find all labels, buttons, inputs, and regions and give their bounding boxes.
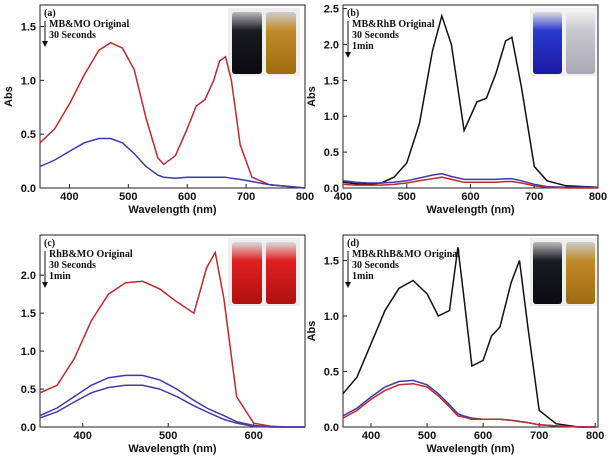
x-tick-label: 800 [586,430,604,442]
spectrum-line [342,379,596,428]
inset-photo-d [530,238,598,306]
x-tick-label: 600 [178,191,196,203]
y-tick-label: 0.0 [324,183,339,195]
x-tick-label: 500 [159,430,177,442]
annotation-arrowhead [42,41,48,47]
annotation-arrowhead [345,52,351,58]
spectrum-line [342,13,599,189]
y-tick-label: 0.5 [21,384,36,396]
series-annotation: MB&MO Original [49,19,129,30]
series-annotation: 1min [49,271,71,282]
series-annotation: 30 Seconds [49,260,96,271]
spectrum-line [39,41,306,189]
x-tick-label: 700 [237,191,255,203]
y-tick-label: 1.0 [324,111,339,123]
panel: 400 500 600 700 800 0.0 0.5 1.0 1.5 Abs Wavelength… [306,234,604,455]
panel-label: (c) [44,238,55,249]
panel-label: (b) [347,8,359,19]
y-tick-label: 0.5 [21,129,36,141]
series-annotation: 1min [352,271,374,282]
panel: 400 500 600 700 800 0.0 0.5 1.0 1.5 Abs Wavelength… [3,4,314,216]
x-tick-label: 800 [589,191,607,203]
y-tick-label: 2.0 [324,39,339,51]
series-annotation: RhB&MO Original [49,249,133,260]
panel: 400 500 600 0.0 0.5 1.0 1.5 2.0 Wavelength (nm) (… [21,234,306,455]
x-tick-label: 500 [418,430,436,442]
x-tick-label: 400 [362,430,380,442]
panel: 400 500 600 700 800 0.0 0.5 1.0 1.5 2.0 2.5 Abs Wave… [306,4,607,216]
y-tick-label: 1.5 [324,75,339,87]
x-tick-label: 500 [398,191,416,203]
plot-frame [39,234,306,428]
plot-frame [39,4,306,189]
y-tick-label: 1.0 [324,311,339,323]
inset-photo-c [228,238,300,306]
y-tick-label: 0.0 [21,422,36,434]
y-axis-label: Abs [3,86,15,107]
y-axis-label: Abs [306,321,318,342]
spectrum-line [342,382,596,428]
y-tick-label: 0.0 [21,183,36,195]
x-tick-label: 600 [245,430,263,442]
inset-photo-a [228,8,300,76]
annotation-arrowhead [345,282,351,288]
y-tick-label: 0.5 [324,147,339,159]
inset-photo-b [530,8,598,76]
y-tick-label: 1.0 [21,75,36,87]
x-tick-label: 600 [474,430,492,442]
series-annotation: 30 Seconds [352,260,399,271]
x-axis-label: Wavelength (nm) [426,204,515,216]
spectrum-line [39,137,306,189]
y-tick-label: 0.0 [324,422,339,434]
y-tick-label: 1.5 [21,22,36,34]
x-axis-label: Wavelength (nm) [128,204,217,216]
series-annotation: 30 Seconds [352,30,399,41]
series-annotation: 1min [352,41,374,52]
spectrum-line [342,176,598,189]
x-tick-label: 800 [296,191,314,203]
y-tick-label: 1.5 [324,256,339,268]
spectrum-line [342,172,598,189]
spectrum-line [39,250,305,428]
y-tick-label: 1.0 [21,346,36,358]
spectrum-line [39,374,305,428]
x-tick-label: 400 [334,191,352,203]
y-axis-label: Abs [306,86,318,107]
y-tick-label: 2.0 [21,270,36,282]
x-tick-label: 600 [461,191,479,203]
y-tick-label: 0.5 [324,367,339,379]
x-tick-label: 400 [60,191,78,203]
y-tick-label: 2.5 [324,4,339,16]
series-annotation: MB&RhB&MO Original [352,249,460,260]
y-tick-label: 1.5 [21,308,36,320]
x-axis-label: Wavelength (nm) [128,443,217,455]
x-tick-label: 700 [525,191,543,203]
plot-frame [342,234,599,428]
x-axis-label: Wavelength (nm) [426,443,515,455]
panel-label: (a) [44,8,56,19]
annotation-arrowhead [42,282,48,288]
panel-label: (d) [347,238,359,249]
series-annotation: MB&RhB Original [352,19,435,30]
spectrum-line [342,247,596,428]
series-annotation: 30 Seconds [49,30,96,41]
spectrum-line [39,384,305,428]
x-tick-label: 700 [530,430,548,442]
x-tick-label: 500 [119,191,137,203]
x-tick-label: 400 [74,430,92,442]
